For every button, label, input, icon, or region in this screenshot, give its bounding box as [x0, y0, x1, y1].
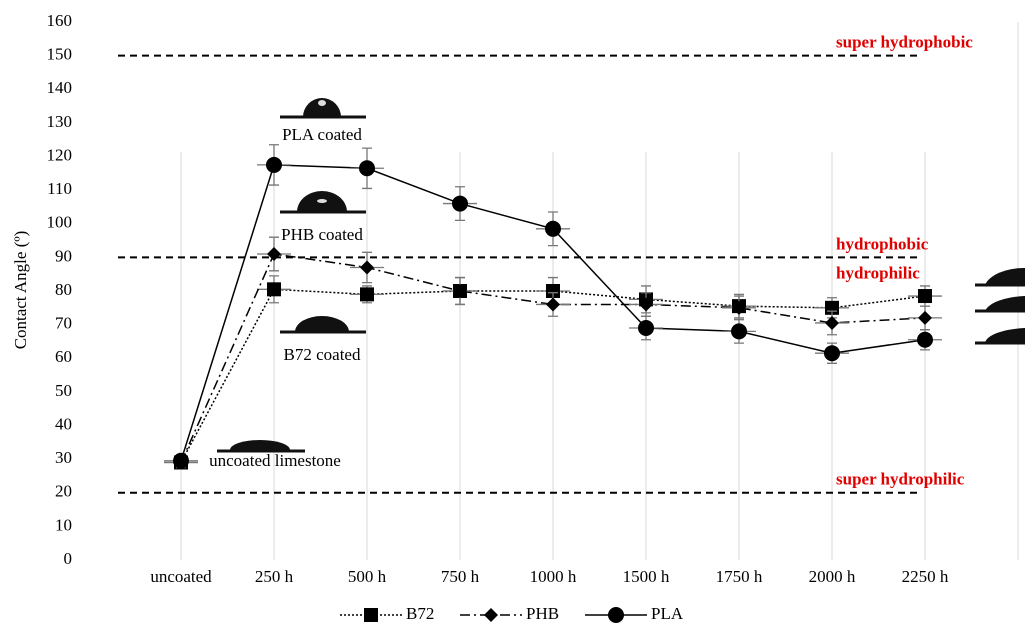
- reference-label: hydrophilic: [836, 263, 920, 282]
- x-tick-label: uncoated: [150, 567, 212, 586]
- annotation: uncoated limestone: [209, 451, 341, 470]
- y-tick-label: 40: [55, 414, 72, 433]
- x-tick-label: 1500 h: [623, 567, 670, 586]
- marker: [266, 157, 282, 173]
- y-tick-label: 110: [47, 179, 72, 198]
- marker: [545, 221, 561, 237]
- marker: [359, 160, 375, 176]
- y-tick-label: 80: [55, 280, 72, 299]
- annotation: PLA coated: [282, 125, 362, 144]
- y-tick-label: 130: [47, 112, 73, 131]
- legend-label: PHB: [526, 604, 559, 623]
- x-tick-label: 750 h: [441, 567, 480, 586]
- y-tick-label: 10: [55, 515, 72, 534]
- marker: [267, 247, 281, 261]
- y-tick-label: 0: [64, 549, 73, 568]
- x-tick-label: 2000 h: [809, 567, 856, 586]
- x-tick-label: 500 h: [348, 567, 387, 586]
- y-tick-label: 50: [55, 381, 72, 400]
- marker: [917, 332, 933, 348]
- legend-marker: [608, 607, 624, 623]
- marker: [918, 289, 932, 303]
- y-tick-label: 60: [55, 347, 72, 366]
- marker: [638, 320, 654, 336]
- marker: [546, 297, 560, 311]
- y-axis-label: Contact Angle (º): [11, 231, 30, 350]
- reference-label: hydrophobic: [836, 234, 929, 253]
- marker: [360, 260, 374, 274]
- marker: [452, 196, 468, 212]
- y-tick-label: 90: [55, 246, 72, 265]
- reference-label: super hydrophobic: [836, 33, 973, 52]
- x-tick-label: 2250 h: [902, 567, 949, 586]
- annotation: B72 coated: [284, 345, 361, 364]
- legend-marker: [484, 608, 498, 622]
- y-tick-label: 70: [55, 314, 72, 333]
- y-tick-label: 140: [47, 78, 73, 97]
- y-tick-label: 150: [47, 45, 73, 64]
- y-tick-label: 120: [47, 145, 73, 164]
- marker: [360, 287, 374, 301]
- annotation: PHB coated: [281, 225, 363, 244]
- reference-label: super hydrophilic: [836, 470, 965, 489]
- marker: [731, 323, 747, 339]
- x-tick-label: 1750 h: [716, 567, 763, 586]
- x-tick-label: 1000 h: [530, 567, 577, 586]
- y-tick-label: 100: [47, 213, 73, 232]
- x-tick-label: 250 h: [255, 567, 294, 586]
- legend-label: PLA: [651, 604, 684, 623]
- marker: [824, 345, 840, 361]
- plot-area: 0 10 20 30 40 50 60 70 80 90 100 110 120 130 140 150 160…: [47, 11, 1019, 586]
- y-tick-label: 30: [55, 448, 72, 467]
- y-tick-label: 20: [55, 482, 72, 501]
- legend-marker: [364, 608, 378, 622]
- legend-label: B72: [406, 604, 434, 623]
- chart: 0 10 20 30 40 50 60 70 80 90 100 110 120 130 140 150 160…: [0, 0, 1025, 626]
- marker: [267, 282, 281, 296]
- y-tick-label: 160: [47, 11, 73, 30]
- marker: [173, 453, 189, 469]
- marker: [918, 311, 932, 325]
